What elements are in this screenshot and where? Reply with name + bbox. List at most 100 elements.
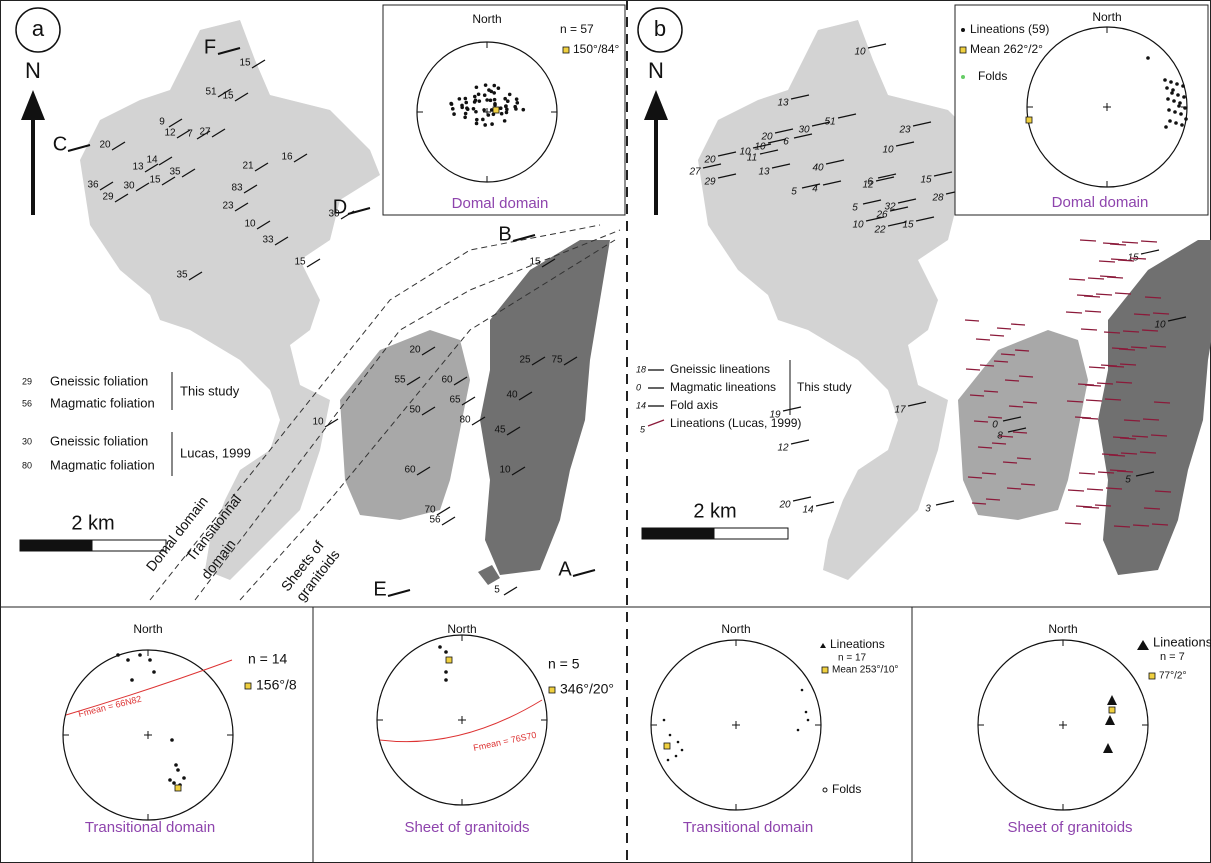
pole bbox=[505, 99, 510, 103]
mean-marker bbox=[548, 686, 556, 694]
mean-marker bbox=[1025, 116, 1033, 124]
map-value: 23 bbox=[222, 201, 234, 212]
lineation-arrow bbox=[790, 94, 810, 100]
foliation-symbol bbox=[541, 258, 556, 268]
pole bbox=[514, 107, 518, 111]
pole bbox=[674, 754, 678, 758]
foliation-symbol bbox=[234, 202, 249, 212]
map-value: 28 bbox=[931, 193, 944, 204]
legend-dot bbox=[961, 28, 965, 32]
map-value: 20 bbox=[778, 500, 791, 511]
foliation-symbol bbox=[196, 130, 211, 140]
pole bbox=[1180, 123, 1184, 127]
lineation-arrow bbox=[915, 216, 935, 222]
map-value: 32 bbox=[884, 202, 896, 213]
stereonet-center bbox=[1103, 103, 1111, 111]
map-value: 15 bbox=[149, 175, 161, 186]
map-value: 5 bbox=[1125, 475, 1131, 486]
map-value: 45 bbox=[494, 425, 506, 436]
legend-item: Gneissic lineations bbox=[670, 362, 770, 376]
lucas-lineation bbox=[971, 502, 987, 505]
mean-marker bbox=[492, 106, 500, 114]
lucas-lineation bbox=[1119, 363, 1137, 366]
map-value: 12 bbox=[164, 128, 176, 139]
pole bbox=[483, 123, 487, 127]
legend-triangle bbox=[1137, 640, 1149, 650]
pole bbox=[680, 748, 684, 752]
legend-sample: 5 bbox=[640, 424, 646, 434]
legend-symbol bbox=[647, 419, 665, 427]
pole bbox=[504, 110, 509, 115]
fmean-plane bbox=[65, 659, 233, 716]
mean-marker bbox=[1148, 672, 1156, 680]
pole bbox=[449, 101, 453, 106]
map-value: 19 bbox=[769, 410, 781, 421]
lineation-arrow bbox=[771, 163, 791, 169]
lucas-lineation bbox=[1088, 366, 1106, 369]
foliation-symbol bbox=[293, 153, 308, 163]
lucas-lineation bbox=[996, 327, 1012, 330]
pole bbox=[1169, 80, 1173, 84]
map-value: 35 bbox=[169, 167, 181, 178]
scale-bar bbox=[91, 539, 167, 552]
map-value: 4 bbox=[812, 184, 818, 195]
lucas-lineation bbox=[1109, 243, 1127, 246]
pole bbox=[1168, 119, 1172, 123]
pole bbox=[507, 92, 512, 97]
lineation-arrow bbox=[837, 113, 857, 119]
section-mark bbox=[67, 144, 91, 152]
legend-item: Gneissic foliation bbox=[50, 373, 148, 388]
lineation-arrow bbox=[717, 151, 737, 157]
map-value: 36 bbox=[87, 180, 99, 191]
pole bbox=[1181, 84, 1185, 88]
lineation-arrow bbox=[767, 138, 787, 144]
lucas-lineation bbox=[1143, 507, 1161, 510]
lucas-lineation bbox=[1153, 401, 1171, 404]
pole bbox=[152, 670, 156, 674]
lucas-lineation bbox=[991, 442, 1007, 445]
legend-group: This study bbox=[180, 383, 240, 398]
map-value: 15 bbox=[529, 257, 541, 268]
pole bbox=[477, 99, 482, 103]
section-mark bbox=[572, 569, 596, 577]
north-label: North bbox=[1092, 10, 1121, 24]
foliation-symbol bbox=[144, 163, 159, 173]
foliation-symbol bbox=[158, 156, 173, 166]
foliation-symbol bbox=[511, 466, 526, 476]
pole bbox=[796, 728, 800, 732]
north-arrowhead bbox=[21, 90, 45, 120]
granitoid-area bbox=[480, 240, 610, 575]
pole bbox=[662, 718, 666, 722]
lucas-lineation bbox=[1130, 346, 1148, 349]
section-mark bbox=[512, 234, 536, 242]
lineation-arrow bbox=[717, 173, 737, 179]
pole bbox=[481, 117, 485, 122]
lucas-lineation bbox=[1065, 311, 1083, 314]
foliation-symbol bbox=[243, 184, 258, 194]
pole bbox=[176, 768, 180, 772]
lucas-lineation bbox=[965, 368, 981, 371]
map-value: 15 bbox=[222, 91, 234, 102]
map-value: 15 bbox=[294, 257, 306, 268]
map-value: 14 bbox=[146, 155, 158, 166]
legend-sample: 29 bbox=[22, 376, 32, 386]
pole bbox=[498, 106, 503, 111]
map-value: 5 bbox=[494, 585, 500, 596]
map-value: 27 bbox=[199, 127, 211, 138]
lucas-lineation bbox=[1105, 487, 1123, 490]
map-value: 12 bbox=[862, 180, 874, 191]
pole bbox=[457, 97, 462, 101]
label: n = 7 bbox=[1160, 651, 1185, 663]
lineation-arrow bbox=[811, 121, 831, 127]
pole bbox=[438, 645, 442, 649]
foliation-symbol bbox=[234, 92, 249, 102]
pole bbox=[182, 776, 186, 780]
lucas-lineation bbox=[969, 394, 985, 397]
lineation-arrow bbox=[793, 133, 813, 139]
map-value: 10 bbox=[754, 142, 766, 153]
lucas-lineation bbox=[1120, 452, 1138, 455]
map-value: 10 bbox=[244, 219, 256, 230]
lucas-lineation bbox=[1114, 292, 1132, 295]
map-value: 10 bbox=[854, 47, 866, 58]
